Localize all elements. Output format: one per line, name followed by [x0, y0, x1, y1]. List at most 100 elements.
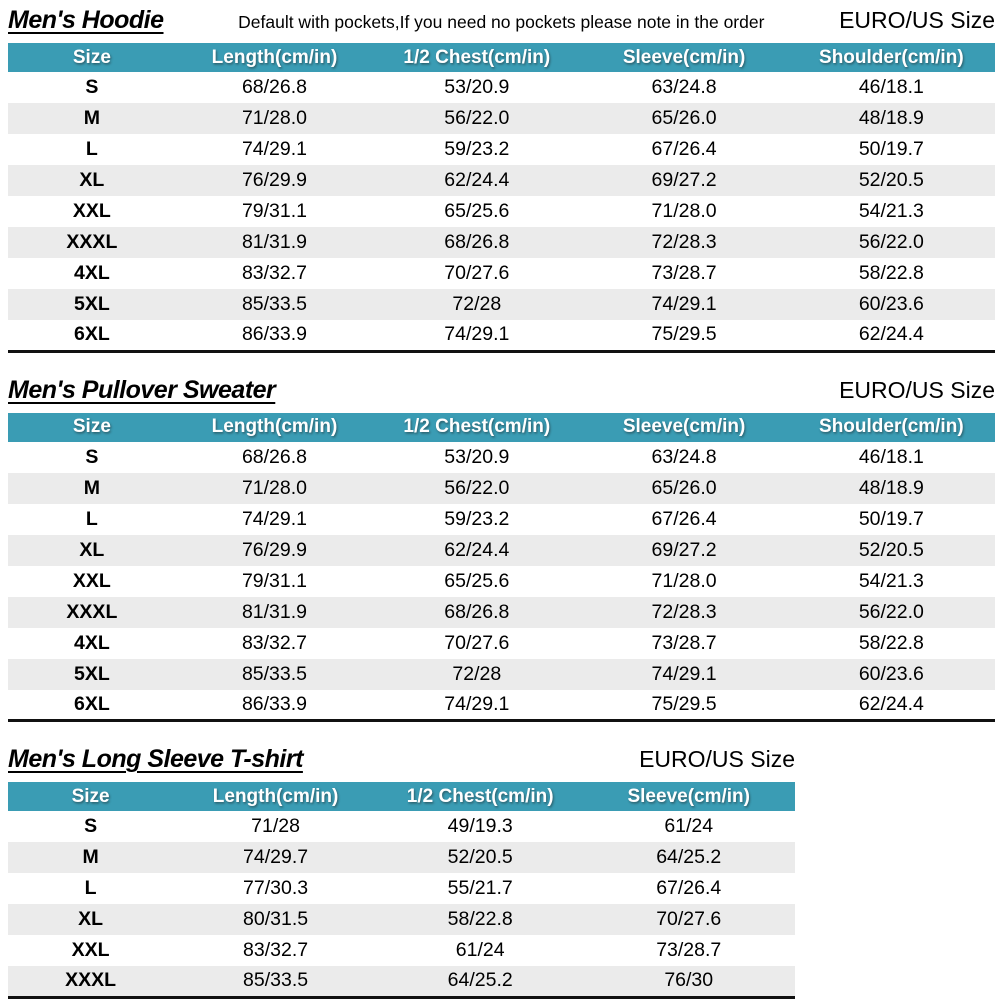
pullover-header-row: Size Length(cm/in) 1/2 Chest(cm/in) Sleeve(… — [8, 412, 995, 442]
pockets-note: Default with pockets,If you need no pock… — [238, 12, 765, 32]
hoodie-title: Men's Hoodie — [8, 6, 164, 34]
measurement-cell: 52/20.5 — [858, 169, 924, 191]
measurement-cell: 83/32.7 — [243, 939, 309, 961]
measurement-cell: 74/29.1 — [241, 507, 307, 530]
table-row: S 68/26.8 53/20.9 63/24.8 46/18.1 — [8, 441, 995, 473]
measurement-cell: 67/26.4 — [651, 138, 717, 160]
measurement-cell: 64/25.2 — [656, 846, 722, 868]
measurement-cell: 70/27.6 — [444, 262, 510, 284]
size-cell: S — [85, 76, 99, 98]
measurement-cell: 58/22.8 — [858, 262, 924, 284]
measurement-cell: 62/24.4 — [444, 538, 510, 561]
size-cell: M — [83, 476, 101, 499]
hoodie-title-row: Men's Hoodie Default with pockets,If you… — [8, 6, 995, 38]
column-header: Sleeve(cm/in) — [582, 782, 795, 811]
measurement-cell: 79/31.1 — [241, 569, 307, 592]
measurement-cell: 46/18.1 — [858, 76, 924, 98]
measurement-cell: 68/26.8 — [241, 445, 307, 468]
table-row: L 77/30.3 55/21.7 67/26.4 — [8, 873, 795, 904]
measurement-cell: 69/27.2 — [651, 538, 717, 561]
size-cell: XL — [78, 908, 104, 930]
measurement-cell: 59/23.2 — [444, 138, 510, 160]
measurement-cell: 62/24.4 — [858, 692, 924, 715]
size-cell: S — [85, 445, 99, 468]
pullover-section: Men's Pullover Sweater EURO/US Size Size… — [8, 375, 995, 722]
column-header: 1/2 Chest(cm/in) — [373, 412, 581, 442]
measurement-cell: 62/24.4 — [858, 323, 924, 346]
measurement-cell: 53/20.9 — [444, 445, 510, 468]
measurement-cell: 61/24 — [664, 815, 714, 837]
measurement-cell: 65/25.6 — [444, 200, 510, 222]
measurement-cell: 67/26.4 — [651, 507, 717, 530]
size-cell: 6XL — [74, 692, 110, 715]
measurement-cell: 74/29.7 — [243, 846, 309, 868]
tshirt-table-body: S 71/28 49/19.3 61/24 M 74/29.7 52/20.5 64/25.2… — [8, 811, 795, 997]
measurement-cell: 86/33.9 — [241, 323, 307, 346]
measurement-cell: 79/31.1 — [241, 200, 307, 222]
table-row: 4XL 83/32.7 70/27.6 73/28.7 58/22.8 — [8, 627, 995, 659]
measurement-cell: 71/28.0 — [651, 200, 717, 222]
measurement-cell: 58/22.8 — [447, 908, 513, 930]
size-cell: M — [83, 107, 101, 129]
table-row: XXL 83/32.7 61/24 73/28.7 — [8, 935, 795, 966]
measurement-cell: 52/20.5 — [858, 538, 924, 561]
size-cell: 4XL — [74, 631, 110, 654]
column-header: Shoulder(cm/in) — [787, 412, 995, 442]
measurement-cell: 74/29.1 — [241, 138, 307, 160]
tshirt-title-row: Men's Long Sleeve T-shirt EURO/US Size — [8, 745, 795, 777]
measurement-cell: 63/24.8 — [651, 445, 717, 468]
table-row: XXL 79/31.1 65/25.6 71/28.0 54/21.3 — [8, 196, 995, 227]
measurement-cell: 77/30.3 — [243, 877, 309, 899]
measurement-cell: 60/23.6 — [858, 662, 924, 685]
measurement-cell: 73/28.7 — [651, 262, 717, 284]
measurement-cell: 65/26.0 — [651, 476, 717, 499]
measurement-cell: 56/22.0 — [858, 600, 924, 623]
measurement-cell: 73/28.7 — [656, 939, 722, 961]
pullover-size-table: Size Length(cm/in) 1/2 Chest(cm/in) Sleeve(… — [8, 412, 995, 722]
column-header: Sleeve(cm/in) — [580, 43, 788, 72]
table-row: M 71/28.0 56/22.0 65/26.0 48/18.9 — [8, 472, 995, 504]
measurement-cell: 59/23.2 — [444, 507, 510, 530]
size-cell: XXXL — [66, 600, 118, 623]
pullover-title: Men's Pullover Sweater — [8, 375, 276, 404]
table-row: 4XL 83/32.7 70/27.6 73/28.7 58/22.8 — [8, 258, 995, 289]
pullover-table-body: S 68/26.8 53/20.9 63/24.8 46/18.1 M 71/28.0 56/… — [8, 441, 995, 721]
measurement-cell: 85/33.5 — [241, 293, 307, 315]
size-cell: XXL — [71, 939, 110, 961]
table-row: 5XL 85/33.5 72/28 74/29.1 60/23.6 — [8, 289, 995, 320]
measurement-cell: 76/29.9 — [241, 169, 307, 191]
measurement-cell: 52/20.5 — [447, 846, 513, 868]
table-row: L 74/29.1 59/23.2 67/26.4 50/19.7 — [8, 503, 995, 535]
hoodie-table-body: S 68/26.8 53/20.9 63/24.8 46/18.1 M 71/28.0 56/… — [8, 72, 995, 351]
size-cell: XXL — [72, 569, 111, 592]
tshirt-header-row: Size Length(cm/in) 1/2 Chest(cm/in) Sleeve(… — [8, 782, 795, 811]
measurement-cell: 46/18.1 — [858, 445, 924, 468]
measurement-cell: 50/19.7 — [858, 507, 924, 530]
size-cell: L — [85, 138, 98, 160]
size-cell: 5XL — [74, 293, 110, 315]
table-row: XL 76/29.9 62/24.4 69/27.2 52/20.5 — [8, 165, 995, 196]
table-row: XXXL 85/33.5 64/25.2 76/30 — [8, 966, 795, 997]
measurement-cell: 55/21.7 — [447, 877, 513, 899]
measurement-cell: 81/31.9 — [241, 600, 307, 623]
measurement-cell: 69/27.2 — [651, 169, 717, 191]
measurement-cell: 68/26.8 — [444, 600, 510, 623]
measurement-cell: 62/24.4 — [444, 169, 510, 191]
table-row: M 74/29.7 52/20.5 64/25.2 — [8, 842, 795, 873]
column-header: 1/2 Chest(cm/in) — [377, 782, 583, 811]
size-cell: 5XL — [74, 662, 110, 685]
measurement-cell: 72/28.3 — [651, 231, 717, 253]
measurement-cell: 71/28 — [251, 815, 300, 837]
table-row: S 71/28 49/19.3 61/24 — [8, 811, 795, 842]
column-header: Length(cm/in) — [173, 782, 378, 811]
column-header: Sleeve(cm/in) — [580, 412, 788, 442]
measurement-cell: 56/22.0 — [444, 476, 510, 499]
measurement-cell: 72/28 — [452, 293, 502, 315]
measurement-cell: 76/30 — [664, 969, 714, 992]
column-header: Size — [8, 412, 176, 442]
measurement-cell: 70/27.6 — [444, 631, 510, 654]
measurement-cell: 71/28.0 — [241, 107, 307, 129]
measurement-cell: 60/23.6 — [858, 293, 924, 315]
measurement-cell: 74/29.1 — [444, 692, 510, 715]
measurement-cell: 50/19.7 — [858, 138, 924, 160]
